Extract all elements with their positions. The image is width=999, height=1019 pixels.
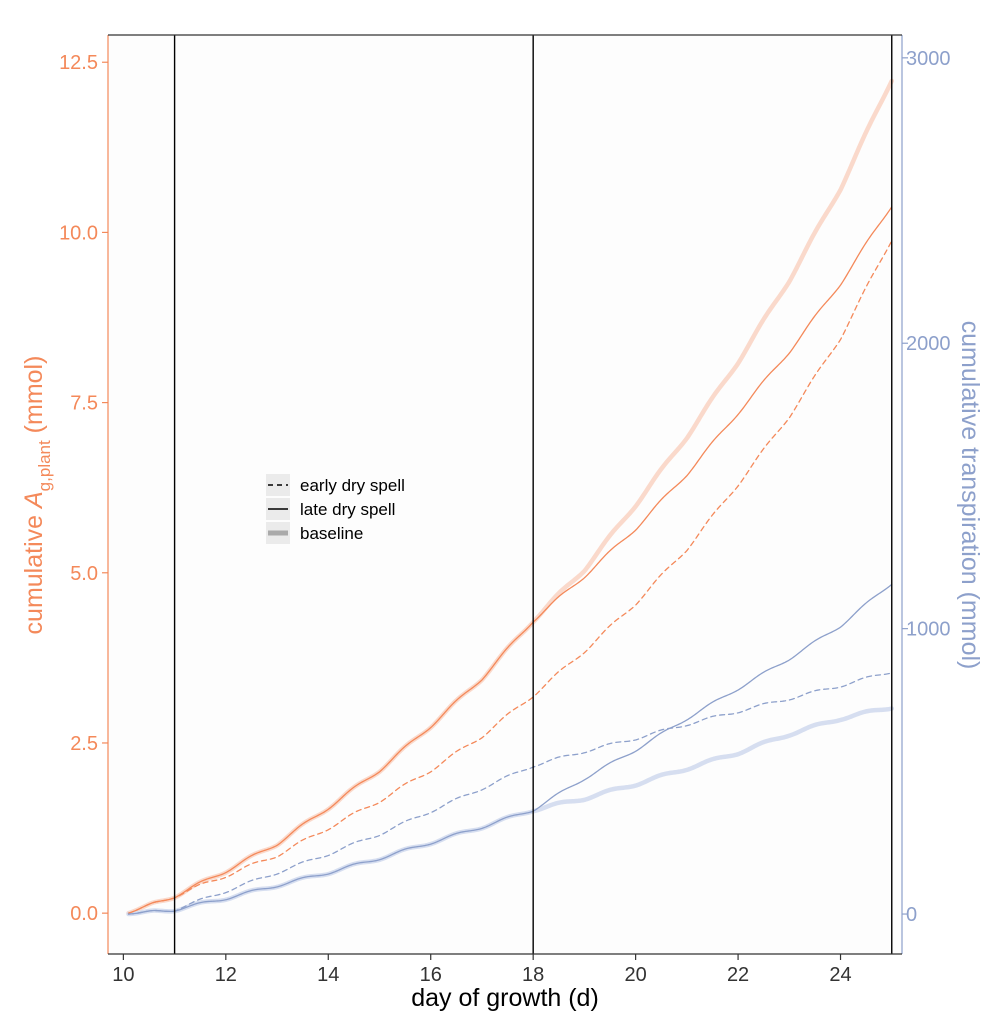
series-line-transpiration-early: [127, 672, 893, 915]
left-y-tick-label: 10.0: [59, 222, 98, 244]
series-line-transpiration-late: [127, 583, 893, 915]
legend-label-baseline: baseline: [300, 524, 363, 543]
left-y-tick-label: 2.5: [70, 733, 98, 755]
left-y-tick-label: 7.5: [70, 393, 98, 415]
left-axis-title: cumulative Ag,plant (mmol): [20, 356, 54, 635]
series-line-assimilation-late: [127, 206, 893, 914]
legend-label-late: late dry spell: [300, 500, 395, 519]
x-tick-label: 12: [215, 964, 237, 986]
right-y-tick-label: 3000: [906, 48, 951, 70]
x-tick-label: 18: [522, 964, 544, 986]
left-axis-title-sub: g,plant: [35, 440, 54, 491]
series-layer: [126, 78, 894, 917]
x-tick-label: 24: [829, 964, 851, 986]
left-y-tick-label: 12.5: [59, 52, 98, 74]
vline-layer: [173, 35, 893, 954]
legend: early dry spell late dry spell baseline: [266, 474, 405, 544]
legend-label-early: early dry spell: [300, 476, 405, 495]
right-y-tick-label: 2000: [906, 333, 951, 355]
left-y-tick-label: 5.0: [70, 563, 98, 585]
axes-frame: [107, 34, 903, 955]
left-axis-title-prefix: cumulative: [20, 508, 48, 634]
right-y-tick-label: 1000: [906, 619, 951, 641]
x-tick-label: 20: [625, 964, 647, 986]
left-y-tick-label: 0.0: [70, 903, 98, 925]
left-axis-title-var: A: [20, 491, 48, 510]
plot-panel: [108, 35, 902, 954]
x-tick-label: 14: [317, 964, 339, 986]
left-axis-title-suffix: (mmol): [20, 356, 48, 441]
x-tick-label: 16: [420, 964, 442, 986]
x-tick-label: 22: [727, 964, 749, 986]
x-axis-title: day of growth (d): [411, 984, 599, 1012]
x-tick-label: 10: [112, 964, 134, 986]
tick-layer: 10 12 14 16 18 20 22 24 0.0 2.5 5.0 7.5 10.0 12.5 0 100…: [59, 48, 950, 986]
series-line-assimilation-early: [127, 240, 893, 914]
right-axis-title: cumulative transpiration (mmol): [956, 321, 984, 670]
right-y-tick-label: 0: [906, 904, 917, 926]
